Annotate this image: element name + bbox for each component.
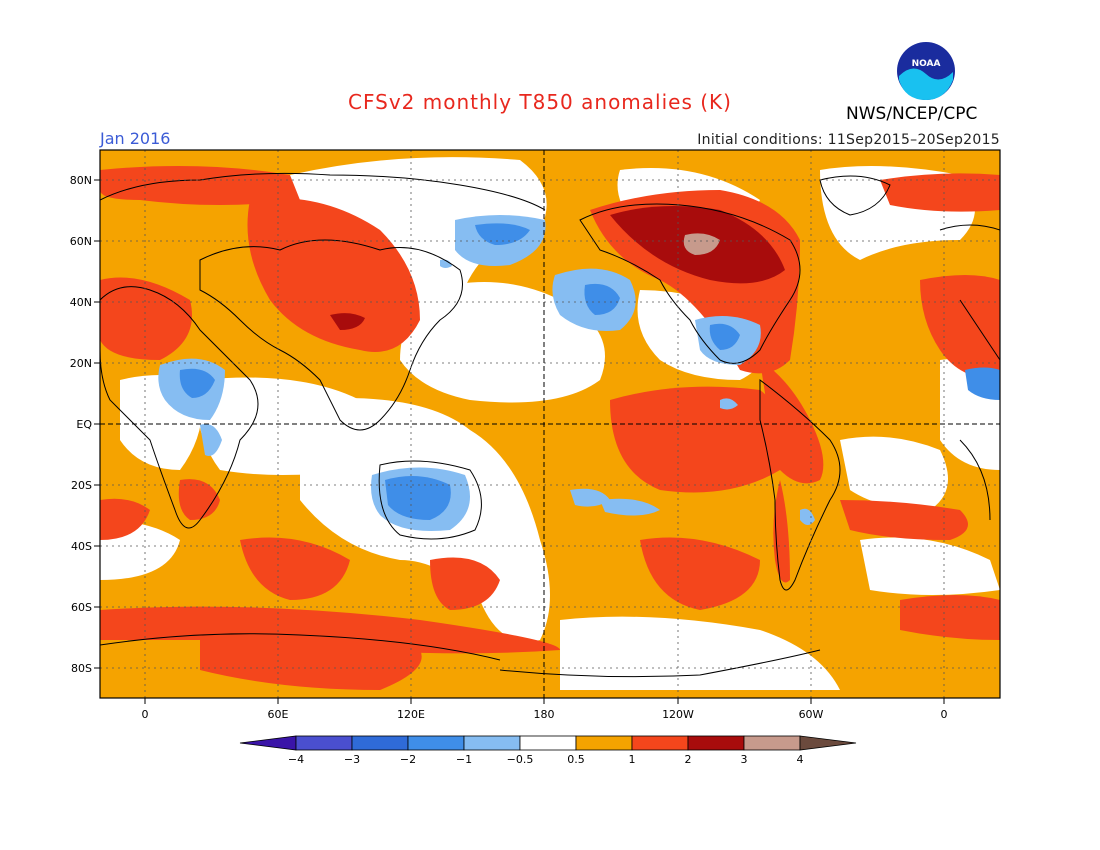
colorbar-label: 3 (741, 753, 748, 766)
colorbar-arrow-high (799, 735, 857, 751)
lat-label: 20S (71, 479, 92, 492)
lon-label: 0 (941, 708, 948, 721)
colorbar-segment (351, 735, 409, 751)
graticule (100, 150, 1000, 698)
lon-label: 60E (268, 708, 289, 721)
lat-label: EQ (76, 418, 92, 431)
colorbar-label: −1 (456, 753, 472, 766)
lat-label: 60N (70, 235, 92, 248)
colorbar-label: 4 (797, 753, 804, 766)
lon-label: 0 (142, 708, 149, 721)
lat-label: 60S (71, 601, 92, 614)
colorbar-segment (295, 735, 353, 751)
colorbar-segment (519, 735, 577, 751)
colorbar-label: −3 (344, 753, 360, 766)
colorbar-segment (575, 735, 633, 751)
initial-conditions: Initial conditions: 11Sep2015–20Sep2015 (697, 132, 1000, 148)
lat-label: 20N (70, 357, 92, 370)
lat-label: 40S (71, 540, 92, 553)
noaa-logo-text: NOAA (912, 59, 941, 69)
colorbar-segment (687, 735, 745, 751)
forecast-month: Jan 2016 (100, 129, 171, 148)
colorbar-segment (743, 735, 801, 751)
lon-label: 120E (397, 708, 425, 721)
colorbar-segment (463, 735, 521, 751)
colorbar-segment (631, 735, 689, 751)
colorbar-arrow-low (239, 735, 297, 751)
colorbar-label: 2 (685, 753, 692, 766)
agency-label: NWS/NCEP/CPC (846, 104, 978, 124)
page-title: CFSv2 monthly T850 anomalies (K) (348, 90, 732, 114)
noaa-logo: NOAA (895, 40, 957, 106)
lon-label: 60W (799, 708, 824, 721)
lat-label: 80S (71, 662, 92, 675)
lon-label: 180 (534, 708, 555, 721)
colorbar-label: 1 (629, 753, 636, 766)
lon-label: 120W (662, 708, 694, 721)
lat-label: 80N (70, 174, 92, 187)
colorbar-segment (407, 735, 465, 751)
colorbar-label: −0.5 (507, 753, 534, 766)
colorbar-label: −4 (288, 753, 304, 766)
colorbar-label: 0.5 (567, 753, 585, 766)
colorbar-label: −2 (400, 753, 416, 766)
lat-label: 40N (70, 296, 92, 309)
